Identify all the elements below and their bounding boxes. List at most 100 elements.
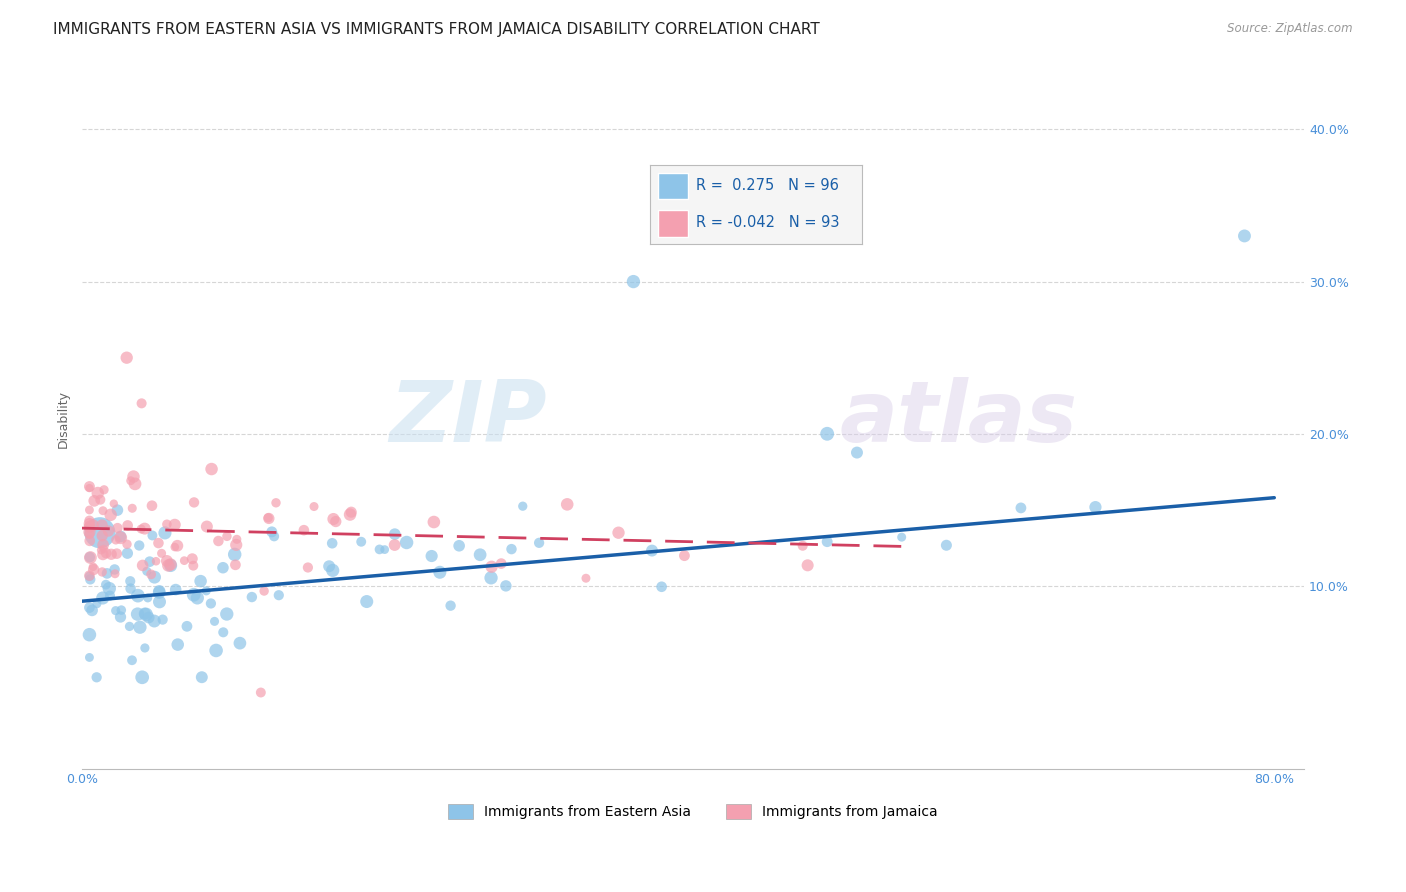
Point [325, 515, 347, 529]
Point [135, 607, 157, 622]
Point [79, 550, 101, 565]
Point [479, 571, 502, 585]
Point [575, 571, 598, 585]
Point [792, 539, 814, 553]
Point [103, 497, 125, 511]
Point [257, 511, 280, 525]
Point [131, 670, 153, 684]
Point [98, 582, 121, 596]
Text: R =  0.275   N = 96: R = 0.275 N = 96 [696, 178, 839, 193]
Point [292, 523, 315, 537]
Point [141, 528, 163, 542]
Point [374, 542, 396, 557]
Point [163, 517, 186, 532]
Bar [658, 172, 688, 200]
Point [176, 619, 198, 633]
Point [79, 481, 101, 495]
Point [128, 539, 150, 553]
Point [131, 396, 153, 410]
Point [79, 568, 101, 582]
Point [121, 653, 143, 667]
Point [86, 670, 108, 684]
Point [159, 558, 181, 573]
Point [79, 600, 101, 615]
Point [148, 584, 170, 599]
Point [212, 560, 235, 574]
Point [322, 512, 344, 526]
Point [212, 625, 235, 640]
Point [127, 607, 149, 621]
Point [1010, 500, 1032, 515]
Point [79, 503, 101, 517]
Point [89, 492, 111, 507]
Point [104, 604, 127, 618]
Point [150, 546, 173, 560]
Text: ZIP: ZIP [388, 377, 547, 460]
Point [100, 547, 122, 561]
Point [439, 599, 461, 613]
Point [846, 445, 869, 459]
Point [156, 517, 179, 532]
Point [129, 522, 152, 536]
Text: Source: ZipAtlas.com: Source: ZipAtlas.com [1227, 22, 1353, 36]
Point [79, 527, 101, 541]
Point [120, 574, 142, 589]
Point [449, 539, 471, 553]
Point [91, 538, 114, 552]
Point [91, 518, 114, 533]
Point [156, 554, 179, 568]
Point [240, 590, 263, 604]
Point [139, 567, 162, 582]
Point [173, 554, 195, 568]
Point [195, 583, 218, 598]
Point [148, 536, 170, 550]
Point [420, 549, 443, 563]
Point [117, 546, 139, 560]
Point [297, 560, 319, 574]
Point [79, 524, 101, 539]
Point [82, 518, 104, 533]
Point [183, 495, 205, 509]
Point [89, 525, 111, 540]
Point [91, 548, 114, 562]
Point [143, 614, 166, 628]
Point [105, 547, 128, 561]
Point [555, 497, 578, 511]
Point [190, 574, 212, 588]
Point [107, 503, 129, 517]
Point [79, 628, 101, 642]
Point [110, 529, 132, 543]
Point [1233, 228, 1256, 243]
Point [166, 539, 188, 553]
Point [350, 534, 373, 549]
Point [340, 505, 363, 519]
Point [191, 670, 214, 684]
Point [134, 522, 156, 536]
Point [368, 542, 391, 557]
Point [935, 538, 957, 552]
Point [79, 516, 101, 531]
Point [481, 559, 503, 574]
Point [253, 584, 276, 599]
Point [127, 589, 149, 603]
Point [91, 591, 114, 605]
Point [90, 543, 112, 558]
Point [200, 597, 222, 611]
Point [495, 579, 517, 593]
Text: atlas: atlas [839, 377, 1078, 460]
Point [318, 559, 340, 574]
Point [423, 515, 446, 529]
Point [93, 483, 115, 497]
Point [159, 558, 181, 572]
Point [607, 525, 630, 540]
Point [94, 577, 117, 591]
Point [890, 530, 912, 544]
Point [122, 469, 145, 483]
Point [1084, 500, 1107, 515]
Point [322, 563, 344, 577]
Y-axis label: Disability: Disability [58, 390, 70, 448]
Point [145, 554, 167, 568]
Point [83, 562, 105, 576]
Point [143, 570, 166, 584]
Point [815, 426, 838, 441]
